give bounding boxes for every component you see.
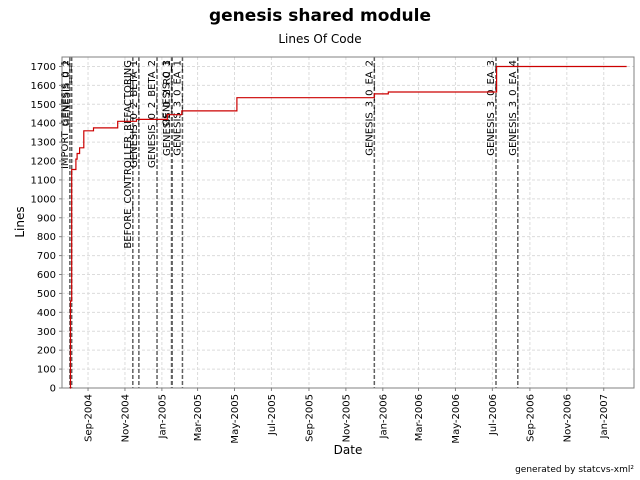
y-tick-label: 1500: [31, 100, 56, 111]
y-tick-label: 1400: [31, 119, 56, 130]
chart-subtitle: Lines Of Code: [278, 32, 362, 46]
release-marker-label: GENESIS_0_2: [62, 60, 73, 126]
y-tick-label: 100: [37, 365, 56, 376]
x-tick-label: Jan-2007: [599, 394, 610, 439]
y-tick-label: 300: [37, 327, 56, 338]
release-marker-label: GENESIS_3_0_EA_2: [364, 60, 375, 156]
x-tick-label: Jan-2005: [157, 394, 168, 439]
x-tick-label: Sep-2005: [304, 394, 315, 442]
y-tick-label: 900: [37, 213, 56, 224]
y-tick-label: 200: [37, 346, 56, 357]
x-tick-label: Mar-2005: [193, 394, 204, 441]
x-tick-label: Nov-2005: [341, 394, 352, 442]
x-tick-label: May-2006: [451, 394, 462, 444]
y-tick-label: 800: [37, 232, 56, 243]
plot-frame: [61, 56, 635, 389]
y-tick-label: 500: [37, 289, 56, 300]
release-marker-label: GENESIS_0_2_BETA_1: [129, 60, 140, 168]
release-marker-label: GENESIS_3_0_EA_4: [508, 60, 519, 156]
x-tick-label: Sep-2006: [525, 394, 536, 442]
release-marker-label: GENESIS_3_0_EA_3: [486, 60, 497, 156]
y-axis-title: Lines: [13, 206, 27, 237]
chart-title: genesis shared module: [208, 6, 432, 26]
y-tick-label: 1000: [31, 194, 56, 205]
y-tick-label: 1600: [31, 81, 56, 92]
x-tick-label: Jul-2005: [267, 394, 278, 436]
x-tick-label: Nov-2006: [562, 394, 573, 442]
series-line: [69, 65, 627, 389]
y-axis: 0 100 200 300 400 500 600 700 800 900 1000 1100 1200…: [31, 62, 62, 395]
y-tick-label: 1200: [31, 157, 56, 168]
y-tick-label: 1300: [31, 138, 56, 149]
release-marker-label: IMPORT_GENESIS_0_1: [60, 60, 71, 169]
release-marker-label: BEFORE_CONTROLLER_REFACTORING: [123, 60, 134, 249]
x-tick-label: Sep-2004: [84, 394, 95, 442]
release-marker-label: GENESIS_0_2_RC_1: [162, 60, 173, 156]
y-tick-label: 1700: [31, 62, 56, 73]
release-marker-label: GENESIS_0_3: [162, 60, 173, 126]
x-tick-label: Mar-2006: [414, 394, 425, 441]
x-tick-label: Nov-2004: [120, 394, 131, 442]
y-tick-label: 700: [37, 251, 56, 262]
x-tick-label: Jan-2006: [378, 394, 389, 439]
x-axis-title: Date: [334, 443, 363, 457]
x-tick-label: Jul-2006: [488, 394, 499, 436]
y-tick-label: 400: [37, 308, 56, 319]
y-tick-label: 600: [37, 270, 56, 281]
x-tick-label: May-2005: [230, 394, 241, 444]
x-axis: Sep-2004 Nov-2004 Jan-2005 Mar-2005 May-2005…: [84, 388, 610, 444]
series-group: [69, 65, 627, 389]
release-marker-label: GENESIS_0_2_BETA_2: [147, 60, 158, 168]
release-marker-label: GENESIS_3_0_EA_1: [172, 60, 183, 156]
y-tick-label: 0: [50, 384, 56, 395]
y-tick-label: 1100: [31, 175, 56, 186]
footer-credit: generated by statcvs-xml²: [515, 465, 634, 475]
